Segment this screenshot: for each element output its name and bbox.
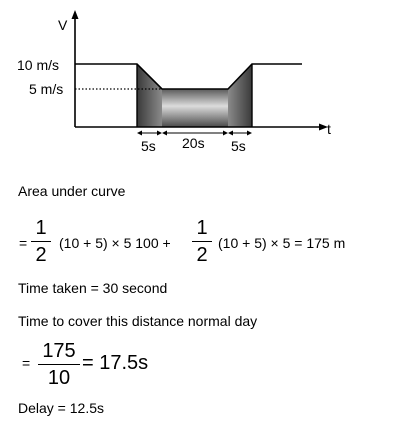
y-label-10: 10 m/s [17,57,59,73]
y-axis-label: V [58,17,68,33]
eq1-prefix: = [19,235,28,251]
area-heading: Area under curve [18,183,126,199]
interval-label-1: 5s [141,138,156,154]
interval-arrow-2 [162,130,228,136]
interval-arrow-1 [137,130,162,136]
time-fraction: 175 10 [38,341,80,388]
delay-line: Delay = 12.5s [18,400,104,416]
interval-label-2: 20s [182,135,205,151]
eq1-middle: (10 + 5) × 5 100 + [59,235,171,251]
time-fraction-numerator: 175 [42,340,76,362]
y-label-5: 5 m/s [29,81,63,97]
constant-speed-region [162,89,228,127]
half-fraction-2-denominator: 2 [196,244,208,266]
interval-label-3: 5s [231,138,246,154]
fraction-bar [38,364,80,365]
y-axis-arrow-icon [71,10,79,19]
eq2-result: = 17.5s [82,352,149,374]
time-taken-line: Time taken = 30 second [18,280,168,296]
half-fraction-1: 1 2 [31,218,51,265]
velocity-time-graph: V t 10 m/s 5 m/s 5s 20s 5s [17,10,331,154]
decel-region [137,64,162,127]
accel-region [228,64,252,127]
half-fraction-2-numerator: 1 [196,217,208,239]
time-fraction-denominator: 10 [47,367,71,389]
half-fraction-2: 1 2 [192,218,212,265]
fraction-bar [192,241,212,242]
normal-day-line: Time to cover this distance normal day [18,313,258,329]
eq1-end: (10 + 5) × 5 = 175 m [218,235,346,251]
interval-arrow-3 [228,130,252,136]
eq2-prefix: = [22,355,31,371]
half-fraction-1-numerator: 1 [35,217,47,239]
velocity-curve [75,63,302,90]
x-axis-label: t [327,121,331,137]
x-axis-arrow-icon [319,123,328,131]
fraction-bar [31,241,51,242]
half-fraction-1-denominator: 2 [35,244,47,266]
